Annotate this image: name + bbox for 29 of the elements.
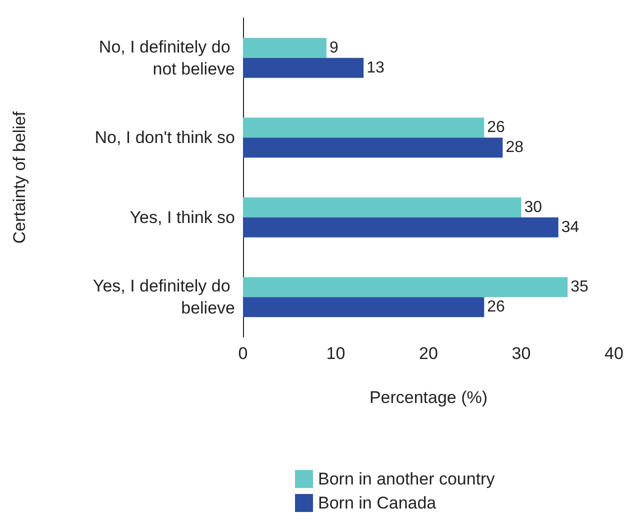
data-label: 30 <box>524 198 542 216</box>
bar <box>243 277 568 298</box>
x-tick-label: 30 <box>512 344 531 363</box>
y-axis-title: Certainty of belief <box>10 111 29 244</box>
bar <box>243 197 522 218</box>
y-tick-label: Yes, I definitely do believe <box>92 276 235 318</box>
data-label: 34 <box>561 218 580 236</box>
data-label: 26 <box>487 298 506 316</box>
legend-label: Born in another country <box>318 470 496 488</box>
data-label: 26 <box>487 119 506 136</box>
bar <box>243 297 484 318</box>
y-tick-label: Yes, I think so <box>130 208 235 227</box>
x-tick-label: 40 <box>604 344 624 363</box>
bar <box>243 118 484 138</box>
x-axis-title: Percentage (%) <box>369 388 488 407</box>
bar <box>243 38 326 58</box>
x-tick-label: 20 <box>419 344 438 363</box>
data-label: 35 <box>570 278 589 296</box>
bar <box>243 217 558 238</box>
x-tick-label: 10 <box>326 344 346 363</box>
data-label: 13 <box>366 59 384 76</box>
x-tick-label: 0 <box>238 344 248 363</box>
legend-label: Born in Canada <box>318 494 437 512</box>
y-tick-label: No, I definitely do not believe <box>98 37 235 78</box>
y-tick-label: No, I don't think so <box>94 128 235 148</box>
data-label: 9 <box>329 39 338 56</box>
bar <box>243 58 364 78</box>
data-label: 28 <box>506 139 524 156</box>
bar <box>243 138 503 158</box>
